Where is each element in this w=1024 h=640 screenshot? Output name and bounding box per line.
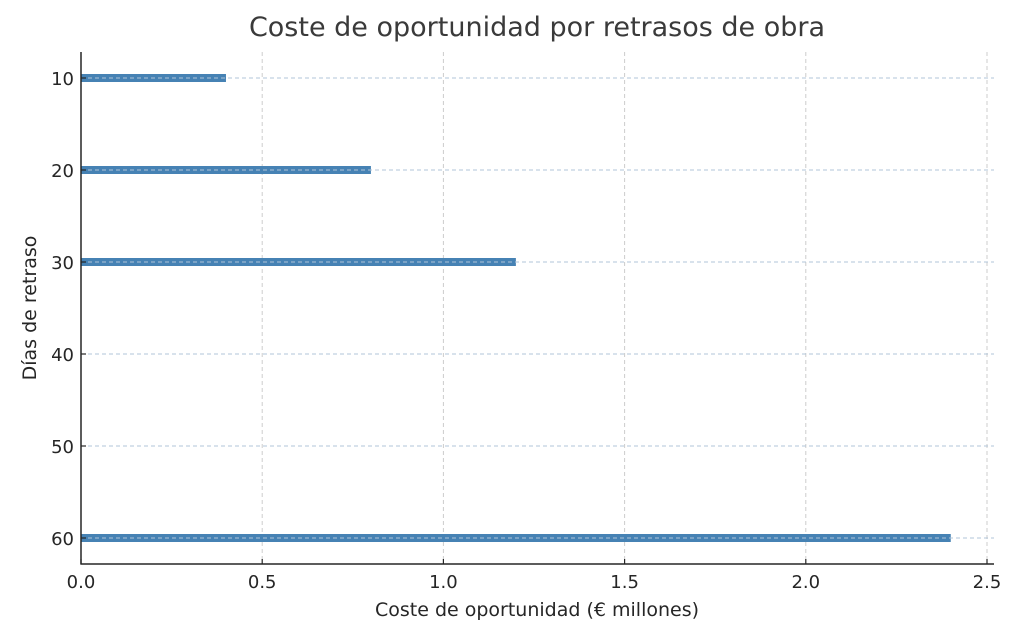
y-tick-label: 40 <box>51 345 74 366</box>
horizontal-grid-overlay <box>81 77 994 539</box>
axes <box>80 52 994 565</box>
x-tick-label: 2.5 <box>973 572 1002 593</box>
chart-title: Coste de oportunidad por retrasos de obr… <box>248 12 826 43</box>
y-tick-label: 60 <box>51 529 74 550</box>
bars <box>81 74 951 542</box>
y-tick-label: 50 <box>51 437 74 458</box>
x-tick-label: 0.5 <box>248 572 277 593</box>
y-tick-label: 30 <box>51 253 74 274</box>
x-tick-label: 1.5 <box>610 572 639 593</box>
y-tick-label: 10 <box>51 69 74 90</box>
bar-20-days <box>81 166 371 174</box>
grid-lines <box>80 52 994 564</box>
x-tick-label: 1.0 <box>429 572 458 593</box>
y-axis-ticks: 10 20 30 40 50 60 <box>51 69 86 550</box>
x-axis-ticks: 0.0 0.5 1.0 1.5 2.0 2.5 <box>67 559 1002 593</box>
x-axis-label: Coste de oportunidad (€ millones) <box>375 599 699 621</box>
x-tick-label: 0.0 <box>67 572 96 593</box>
y-tick-label: 20 <box>51 161 74 182</box>
y-axis-label: Días de retraso <box>19 236 41 381</box>
x-tick-label: 2.0 <box>791 572 820 593</box>
